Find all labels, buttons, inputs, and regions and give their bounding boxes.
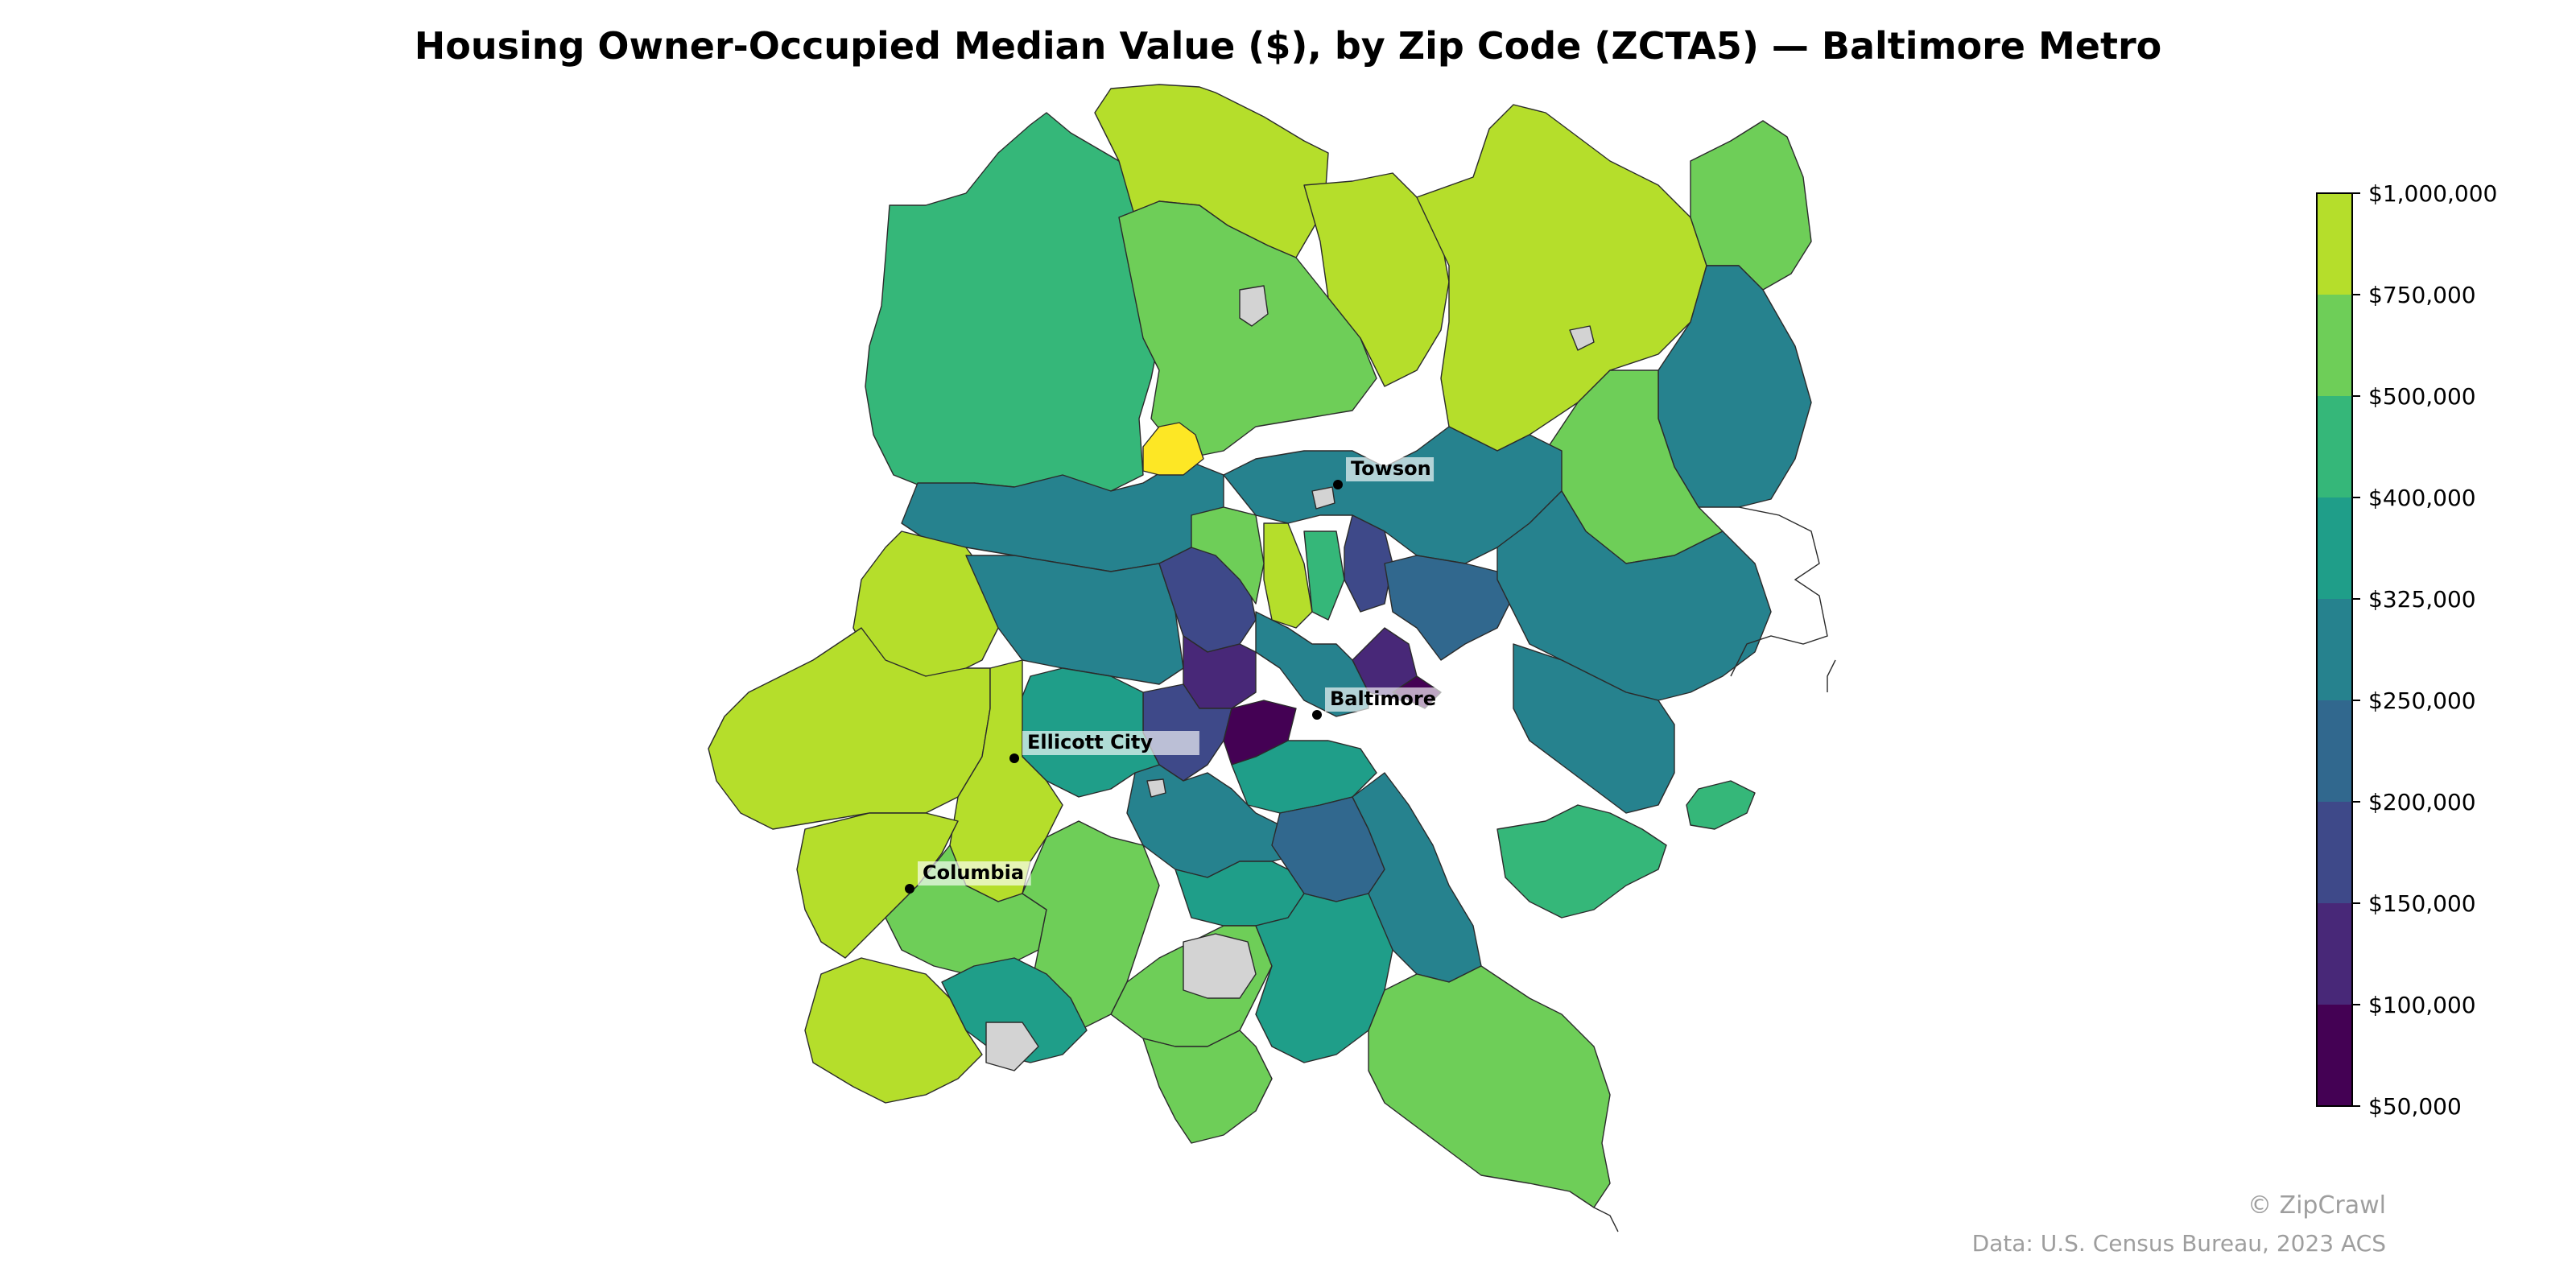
zip-region — [1303, 172, 1450, 387]
data-source-credit: Data: U.S. Census Bureau, 2023 ACS — [1971, 1230, 2386, 1257]
city-label: Baltimore — [1330, 687, 1436, 710]
no-data-region — [1239, 285, 1269, 327]
zip-region — [965, 555, 1184, 685]
zip-region — [1384, 555, 1514, 661]
no-data-region — [1311, 486, 1335, 510]
city-label-background — [918, 861, 1031, 886]
zip-region — [1263, 522, 1313, 629]
zip-region — [1344, 514, 1393, 613]
zip-region — [1496, 804, 1667, 919]
zip-region — [1231, 740, 1377, 814]
no-data-region — [1183, 933, 1257, 999]
zip-region — [1368, 965, 1611, 1208]
unfilled-shore-outline — [1593, 1207, 1619, 1232]
zip-region — [1191, 506, 1265, 605]
copyright-credit: © ZipCrawl — [2247, 1191, 2386, 1220]
no-data-region — [985, 1022, 1039, 1071]
zip-region — [1303, 530, 1345, 621]
map-title: Housing Owner-Occupied Median Value ($),… — [414, 24, 2162, 68]
city-label-background — [1022, 731, 1199, 755]
city-label-background — [1325, 687, 1451, 712]
city-label: Towson — [1351, 457, 1431, 480]
zip-region — [1686, 780, 1756, 830]
zip-region — [1690, 120, 1812, 291]
unfilled-shore-outline — [1730, 506, 1828, 677]
zip-region — [1142, 1030, 1273, 1144]
unfilled-shore-outline — [1827, 659, 1836, 692]
zip-region — [708, 627, 991, 830]
zip-region — [1496, 490, 1772, 701]
city-marker — [1009, 753, 1019, 763]
no-data-region — [1569, 325, 1595, 351]
city-marker — [1312, 710, 1322, 720]
city-label-background — [1346, 457, 1435, 481]
zip-region — [804, 957, 983, 1104]
no-data-region — [1146, 778, 1166, 798]
zip-region — [1142, 422, 1204, 476]
zip-region — [1118, 200, 1377, 460]
city-marker — [1333, 480, 1343, 489]
city-label: Ellicott City — [1027, 731, 1153, 753]
city-label: Columbia — [923, 861, 1024, 884]
zip-region — [865, 112, 1176, 492]
city-marker — [905, 884, 914, 894]
zip-region — [1513, 643, 1675, 814]
